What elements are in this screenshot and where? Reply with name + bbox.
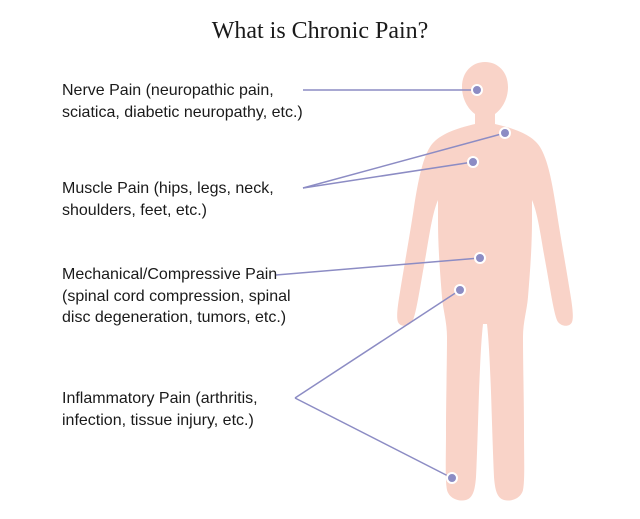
- title: What is Chronic Pain?: [0, 18, 640, 45]
- label-inflammatory-pain: Inflammatory Pain (arthritis, infection,…: [62, 388, 322, 431]
- body-silhouette: [380, 62, 590, 502]
- label-mechanical-pain: Mechanical/Compressive Pain (spinal cord…: [62, 264, 322, 329]
- label-nerve-pain: Nerve Pain (neuropathic pain, sciatica, …: [62, 80, 322, 123]
- label-muscle-pain: Muscle Pain (hips, legs, neck, shoulders…: [62, 178, 322, 221]
- infographic-canvas: What is Chronic Pain? Nerve Pain (neurop…: [0, 0, 640, 519]
